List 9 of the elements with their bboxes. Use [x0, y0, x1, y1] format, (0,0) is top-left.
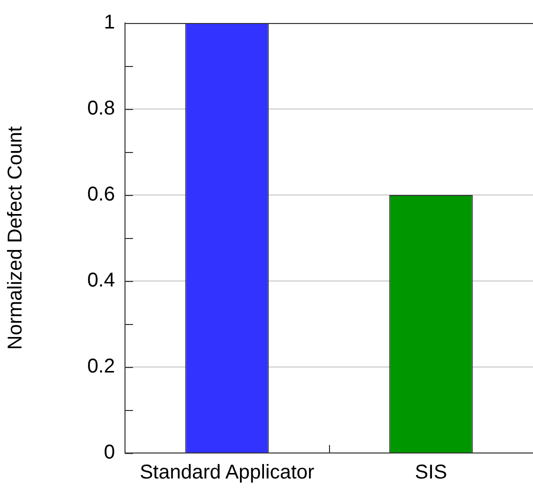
y-tick-label: 0.4: [87, 270, 115, 292]
y-tick-label: 0.6: [87, 184, 115, 206]
x-tick-label: SIS: [414, 462, 448, 484]
y-tick-label: 0.8: [87, 98, 115, 120]
y-tick-label: 1: [104, 12, 115, 34]
y-axis-title: Normalized Defect Count: [4, 126, 27, 350]
x-tick-label: Standard Applicator: [140, 462, 315, 484]
y-tick-label: 0.2: [87, 356, 115, 378]
y-tick-label: 0: [104, 442, 115, 464]
